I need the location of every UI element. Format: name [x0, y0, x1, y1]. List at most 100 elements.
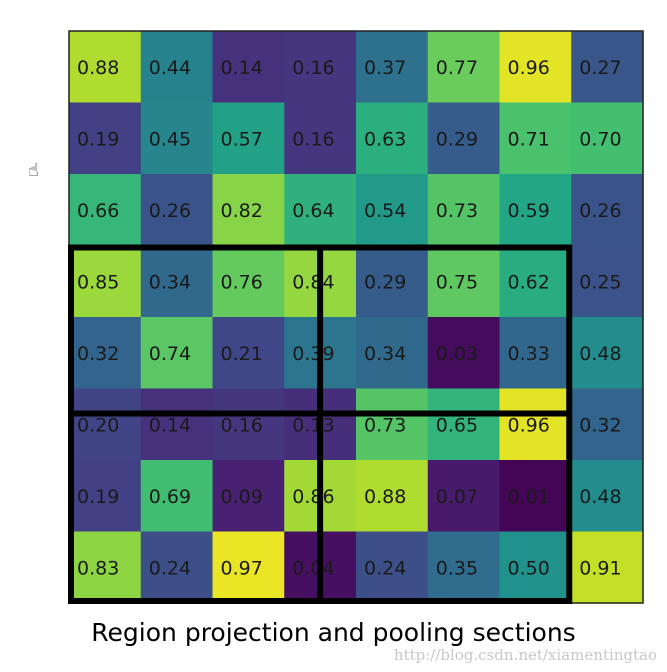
cell-value: 0.29	[436, 128, 478, 150]
grid-cell	[427, 460, 501, 533]
grid-cell	[427, 317, 501, 390]
grid-cell	[499, 31, 572, 104]
grid-cell	[499, 460, 572, 533]
cell-value: 0.20	[77, 414, 119, 436]
cell-value: 0.48	[579, 486, 621, 508]
cell-value: 0.84	[292, 271, 334, 293]
cell-value: 0.86	[292, 486, 334, 508]
watermark: http://blog.csdn.net/xiamentingtao	[393, 646, 657, 664]
grid-cell	[69, 460, 142, 533]
grid-cell	[427, 388, 501, 461]
grid-cell	[571, 531, 644, 604]
grid-cell	[69, 102, 142, 175]
grid-cell	[499, 245, 572, 318]
cell-value: 0.27	[579, 57, 621, 79]
grid-cell	[140, 388, 214, 461]
grid-cell	[499, 388, 572, 461]
cell-value: 0.57	[221, 128, 263, 150]
cell-value: 0.34	[149, 271, 191, 293]
grid-cell	[571, 388, 644, 461]
cell-value: 0.45	[149, 128, 191, 150]
cell-value: 0.34	[364, 343, 406, 365]
cell-value: 0.91	[579, 557, 621, 579]
cell-value: 0.54	[364, 200, 406, 222]
cell-value: 0.37	[364, 57, 406, 79]
grid-cell	[499, 531, 572, 604]
grid-cell	[140, 31, 214, 104]
grid-cell	[140, 531, 214, 604]
grid-cell	[356, 317, 429, 390]
figure-caption: Region projection and pooling sections	[91, 618, 576, 647]
grid-cell	[571, 245, 644, 318]
grid-cell	[356, 245, 429, 318]
cell-value: 0.88	[77, 57, 119, 79]
grid-cell	[140, 102, 214, 175]
cell-value: 0.97	[221, 557, 263, 579]
cell-value: 0.35	[436, 557, 478, 579]
grid-cell	[140, 460, 214, 533]
cell-value: 0.73	[436, 200, 478, 222]
grid-cell	[212, 531, 285, 604]
cell-value: 0.48	[579, 343, 621, 365]
cell-value: 0.66	[77, 200, 119, 222]
hand-cursor-icon: ☝	[28, 160, 39, 181]
cell-value: 0.13	[292, 414, 334, 436]
grid-cell	[212, 102, 285, 175]
cell-value: 0.73	[364, 414, 406, 436]
grid-cell	[212, 460, 285, 533]
cell-value: 0.04	[292, 557, 334, 579]
cell-value: 0.26	[149, 200, 191, 222]
cell-value: 0.50	[508, 557, 550, 579]
grid-cell	[284, 174, 357, 247]
cell-value: 0.14	[221, 57, 263, 79]
grid-cell	[69, 531, 142, 604]
grid-cell	[356, 531, 429, 604]
cell-value: 0.96	[508, 414, 550, 436]
cell-value: 0.74	[149, 343, 191, 365]
grid-cell	[212, 388, 285, 461]
grid-cell	[212, 31, 285, 104]
cell-value: 0.82	[221, 200, 263, 222]
cell-value: 0.16	[221, 414, 263, 436]
grid-cell	[284, 31, 357, 104]
grid-cell	[356, 388, 429, 461]
grid-cell	[140, 174, 214, 247]
cell-value: 0.59	[508, 200, 550, 222]
cell-value: 0.71	[508, 128, 550, 150]
cell-value: 0.63	[364, 128, 406, 150]
grid-cell	[427, 102, 501, 175]
cell-value: 0.75	[436, 271, 478, 293]
cell-value: 0.32	[77, 343, 119, 365]
cell-value: 0.77	[436, 57, 478, 79]
cell-value: 0.33	[508, 343, 550, 365]
grid-cell	[356, 31, 429, 104]
cell-value: 0.25	[579, 271, 621, 293]
cell-value: 0.14	[149, 414, 191, 436]
grid-cell	[212, 317, 285, 390]
cell-value: 0.24	[364, 557, 406, 579]
grid-cell	[69, 317, 142, 390]
grid-cell	[571, 31, 644, 104]
cell-value: 0.21	[221, 343, 263, 365]
grid-cell	[499, 174, 572, 247]
cell-value: 0.26	[579, 200, 621, 222]
cell-value: 0.62	[508, 271, 550, 293]
cell-value: 0.24	[149, 557, 191, 579]
cell-value: 0.64	[292, 200, 334, 222]
grid-cell	[356, 102, 429, 175]
grid-cell	[571, 317, 644, 390]
cell-value: 0.09	[221, 486, 263, 508]
grid-cell	[212, 174, 285, 247]
grid-cell	[69, 174, 142, 247]
grid-cell	[427, 245, 501, 318]
grid-cell	[427, 31, 501, 104]
grid-cell	[571, 460, 644, 533]
cell-value: 0.83	[77, 557, 119, 579]
grid-cell	[212, 245, 285, 318]
grid-cell	[140, 245, 214, 318]
cell-value: 0.96	[508, 57, 550, 79]
grid-cell	[499, 102, 572, 175]
cell-value: 0.44	[149, 57, 191, 79]
cell-value: 0.01	[508, 486, 550, 508]
